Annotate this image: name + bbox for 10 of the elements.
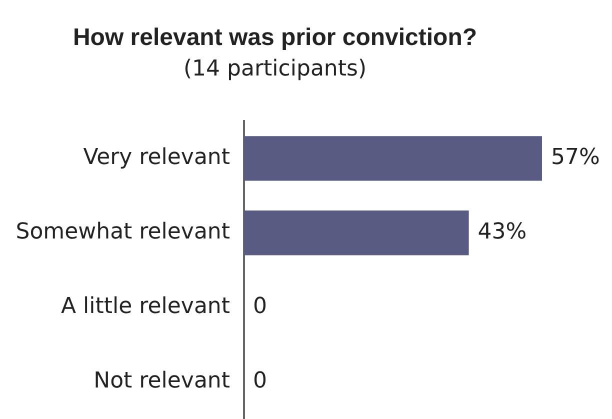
data-label: 0	[253, 368, 267, 394]
chart-title: How relevant was prior conviction?	[72, 24, 478, 52]
y-tick-label: Somewhat relevant	[16, 220, 230, 245]
data-label: 43%	[478, 220, 527, 245]
y-tick-label: A little relevant	[61, 294, 230, 320]
data-label: 0	[253, 294, 267, 320]
chart-subtitle: (14 participants)	[183, 56, 367, 82]
y-tick-label: Very relevant	[83, 145, 230, 170]
y-tick-label: Not relevant	[94, 368, 230, 394]
data-label: 57%	[551, 145, 600, 170]
